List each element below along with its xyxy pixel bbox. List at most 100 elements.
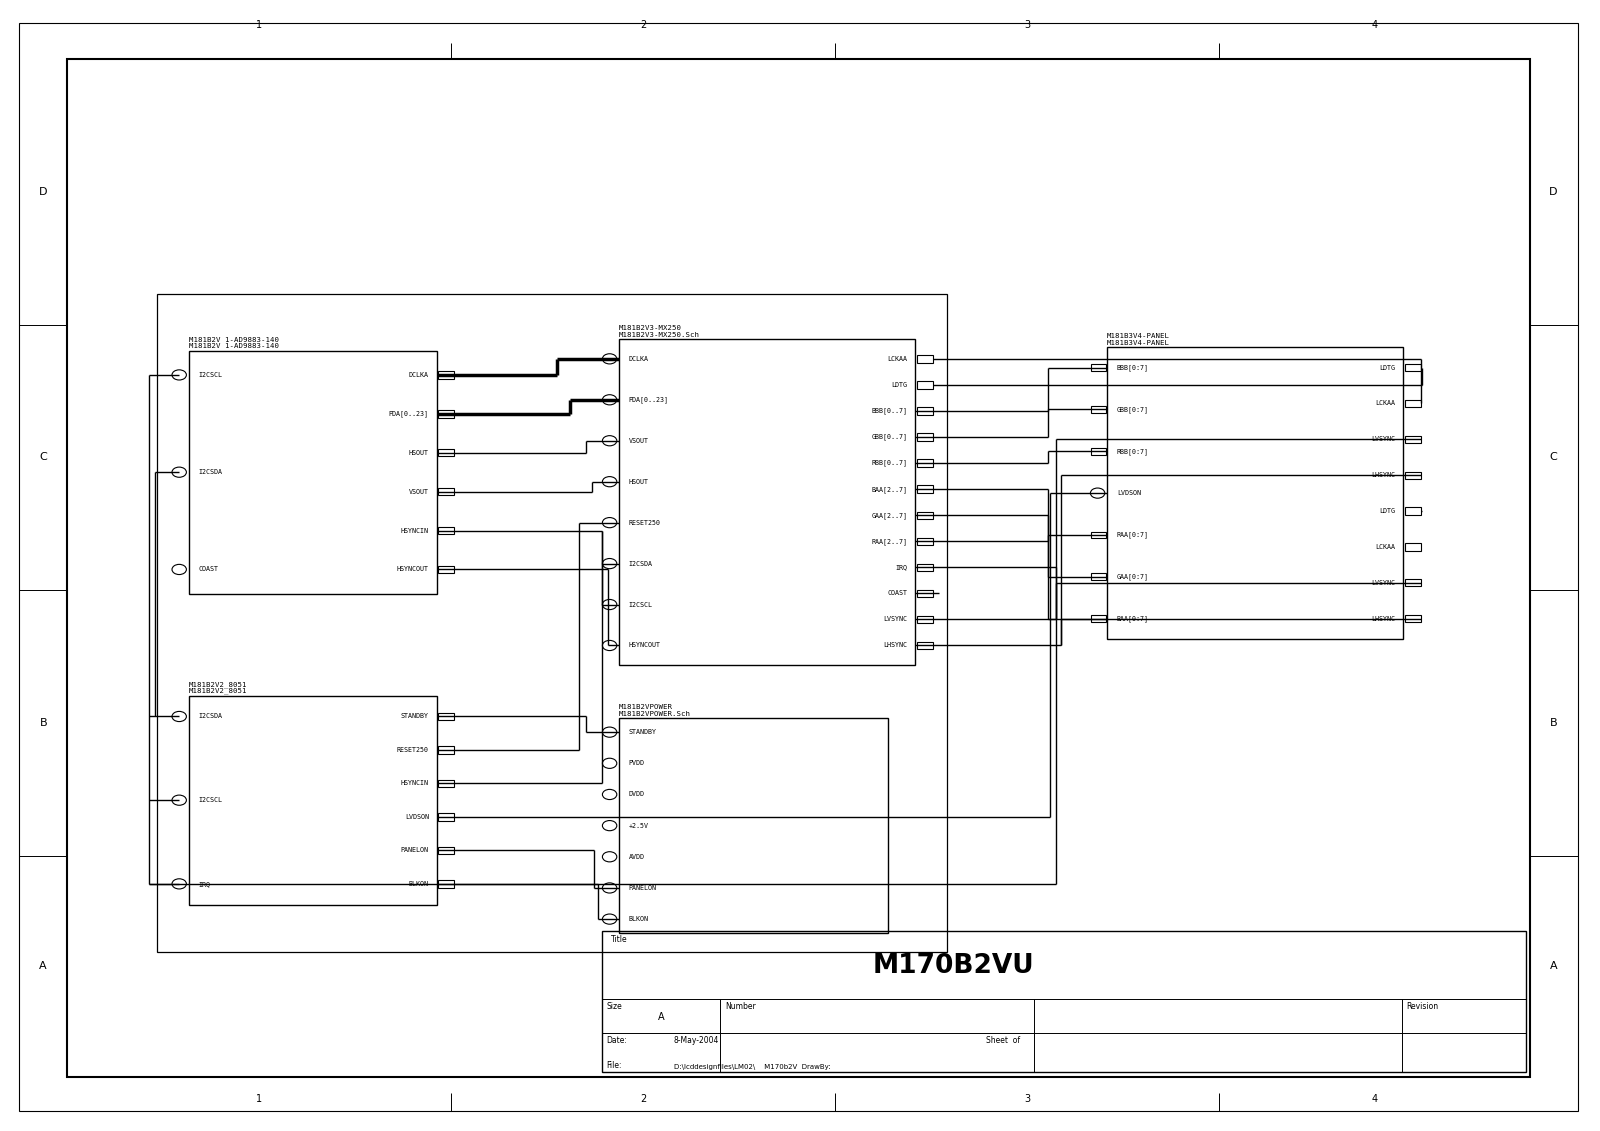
Text: LVSYNC: LVSYNC [1371, 580, 1395, 586]
Text: RAA[0:7]: RAA[0:7] [1117, 532, 1149, 538]
Bar [438, 371, 454, 379]
Text: I2CSCL: I2CSCL [198, 797, 222, 803]
Text: M181B2V2_8051: M181B2V2_8051 [189, 688, 248, 694]
Text: RESET250: RESET250 [629, 519, 661, 526]
Text: PANELON: PANELON [400, 847, 429, 854]
Text: LVDSON: LVDSON [405, 814, 429, 820]
Text: LCKAA: LCKAA [886, 356, 907, 362]
Bar [438, 746, 454, 753]
Bar [438, 527, 454, 534]
Text: B: B [40, 718, 46, 728]
Text: BBB[0..7]: BBB[0..7] [872, 407, 907, 414]
Bar [917, 641, 933, 649]
Bar [1091, 448, 1106, 455]
Bar [1405, 508, 1421, 515]
Text: C: C [40, 452, 46, 463]
Bar [189, 696, 437, 905]
Bar [438, 847, 454, 854]
Text: A: A [658, 1012, 664, 1022]
Text: M181B2VPOWER: M181B2VPOWER [619, 705, 674, 710]
Text: Date:: Date: [606, 1036, 627, 1045]
Bar [1405, 543, 1421, 551]
Text: D: D [1549, 187, 1558, 197]
Text: DVDD: DVDD [629, 792, 645, 797]
Text: LCKAA: LCKAA [1376, 400, 1395, 406]
Bar [1091, 615, 1106, 622]
Bar [1091, 532, 1106, 538]
Text: STANDBY: STANDBY [400, 714, 429, 719]
Text: HSOUT: HSOUT [629, 478, 650, 485]
Text: PVDD: PVDD [629, 760, 645, 767]
Text: M181B2VPOWER.Sch: M181B2VPOWER.Sch [619, 711, 691, 717]
Text: LHSYNC: LHSYNC [1371, 472, 1395, 478]
Bar [917, 381, 933, 389]
Text: I2CSDA: I2CSDA [629, 561, 653, 567]
Text: Sheet  of: Sheet of [986, 1036, 1019, 1045]
Text: Size: Size [606, 1002, 622, 1011]
Text: HSYNCOUT: HSYNCOUT [397, 567, 429, 572]
Bar [917, 563, 933, 571]
Text: 2: 2 [640, 20, 646, 29]
Text: C: C [1550, 452, 1557, 463]
Text: RBB[0:7]: RBB[0:7] [1117, 448, 1149, 455]
Text: File:: File: [606, 1061, 622, 1070]
Text: M181B2V 1-AD9883-140: M181B2V 1-AD9883-140 [189, 337, 278, 343]
Text: LVDSON: LVDSON [1117, 490, 1141, 497]
Text: LHSYNC: LHSYNC [883, 642, 907, 648]
Text: GAA[0:7]: GAA[0:7] [1117, 573, 1149, 580]
Text: HSYNCIN: HSYNCIN [400, 780, 429, 786]
Text: LDTG: LDTG [1379, 364, 1395, 371]
Text: BAA[0:7]: BAA[0:7] [1117, 615, 1149, 622]
Text: M181B2V 1-AD9883-140: M181B2V 1-AD9883-140 [189, 344, 278, 349]
Bar [917, 459, 933, 467]
Text: LHSYNC: LHSYNC [1371, 615, 1395, 622]
Bar [438, 487, 454, 495]
Text: BLKON: BLKON [629, 916, 650, 922]
Bar [157, 294, 947, 952]
Text: VSOUT: VSOUT [410, 489, 429, 494]
Text: I2CSCL: I2CSCL [629, 602, 653, 607]
Text: LVSYNC: LVSYNC [883, 616, 907, 622]
Text: 8-May-2004: 8-May-2004 [674, 1036, 718, 1045]
Text: BAA[2..7]: BAA[2..7] [872, 485, 907, 492]
Bar [619, 718, 888, 933]
Text: IRQ: IRQ [896, 564, 907, 570]
Text: M170B2VU: M170B2VU [872, 953, 1034, 979]
Text: RBB[0..7]: RBB[0..7] [872, 459, 907, 466]
Bar [438, 880, 454, 888]
Bar [1405, 364, 1421, 371]
Text: M181B2V3-MX250: M181B2V3-MX250 [619, 326, 682, 331]
Bar [917, 433, 933, 441]
Text: IRQ: IRQ [198, 881, 211, 887]
Text: 4: 4 [1371, 20, 1378, 29]
Bar [1091, 406, 1106, 413]
Bar [438, 449, 454, 457]
Bar [917, 407, 933, 415]
Text: DCLKA: DCLKA [629, 356, 650, 362]
Text: 1: 1 [256, 20, 262, 29]
Bar [1091, 573, 1106, 580]
Text: M181B2V3-MX250.Sch: M181B2V3-MX250.Sch [619, 333, 701, 338]
Bar [917, 355, 933, 363]
Text: AVDD: AVDD [629, 854, 645, 860]
Text: GBB[0:7]: GBB[0:7] [1117, 406, 1149, 413]
Text: M181B3V4-PANEL: M181B3V4-PANEL [1107, 334, 1170, 339]
Bar [1405, 615, 1421, 622]
Text: BLKON: BLKON [410, 881, 429, 887]
Bar [1405, 435, 1421, 443]
Text: D: D [38, 187, 48, 197]
Text: LDTG: LDTG [891, 382, 907, 388]
Text: RESET250: RESET250 [397, 746, 429, 753]
Text: HSYNCOUT: HSYNCOUT [629, 642, 661, 648]
Bar [917, 511, 933, 519]
Text: BBB[0:7]: BBB[0:7] [1117, 364, 1149, 371]
Text: +2.5V: +2.5V [629, 822, 650, 829]
Text: RAA[2..7]: RAA[2..7] [872, 538, 907, 545]
Bar [619, 339, 915, 665]
Text: I2CSCL: I2CSCL [198, 372, 222, 378]
Text: COAST: COAST [198, 567, 218, 572]
Text: M181B2V2_8051: M181B2V2_8051 [189, 681, 248, 688]
Text: 2: 2 [640, 1095, 646, 1104]
Bar [917, 589, 933, 597]
Text: LDTG: LDTG [1379, 508, 1395, 515]
